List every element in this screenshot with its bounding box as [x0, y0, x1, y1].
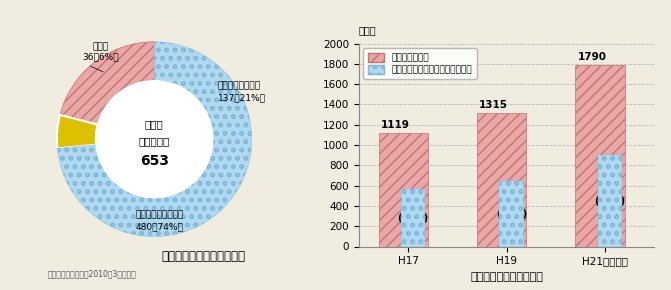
Bar: [477, 113, 526, 246]
Text: 137（21%）: 137（21%）: [217, 94, 266, 103]
Text: 653: 653: [140, 154, 169, 168]
Text: 指定を行っている: 指定を行っている: [217, 81, 260, 90]
Text: 沿岸市町村: 沿岸市町村: [139, 136, 170, 146]
Text: 1315: 1315: [479, 101, 509, 110]
Text: (569): (569): [397, 213, 429, 223]
Bar: [401, 189, 425, 246]
Text: (649): (649): [496, 209, 527, 219]
Text: 指定を行っていない: 指定を行っていない: [135, 211, 183, 220]
Text: その他: その他: [93, 43, 109, 52]
Bar: [499, 181, 524, 246]
Bar: [598, 155, 622, 246]
Text: 資料）内閣府調べ（2010年3月時点）: 資料）内閣府調べ（2010年3月時点）: [47, 269, 136, 278]
Text: 1790: 1790: [578, 52, 607, 62]
Legend: 整備・指定総数, （内数：民間所管施設の指定数）: 整備・指定総数, （内数：民間所管施設の指定数）: [364, 48, 476, 79]
X-axis label: 津波避難ビル等の指定数: 津波避難ビル等の指定数: [470, 272, 543, 282]
Text: （棵）: （棵）: [359, 26, 376, 35]
Text: 1119: 1119: [381, 120, 410, 130]
Bar: [378, 133, 428, 246]
Text: 36（6%）: 36（6%）: [83, 52, 119, 61]
Text: (903): (903): [595, 196, 625, 206]
Wedge shape: [57, 115, 98, 148]
Text: 全国の: 全国の: [145, 119, 164, 130]
Wedge shape: [60, 42, 154, 125]
Circle shape: [96, 81, 213, 198]
Bar: [576, 65, 625, 246]
Text: 480（74%）: 480（74%）: [136, 222, 183, 231]
Wedge shape: [57, 42, 252, 237]
Text: 津波避難ビル等の指定状況: 津波避難ビル等の指定状況: [161, 250, 245, 263]
